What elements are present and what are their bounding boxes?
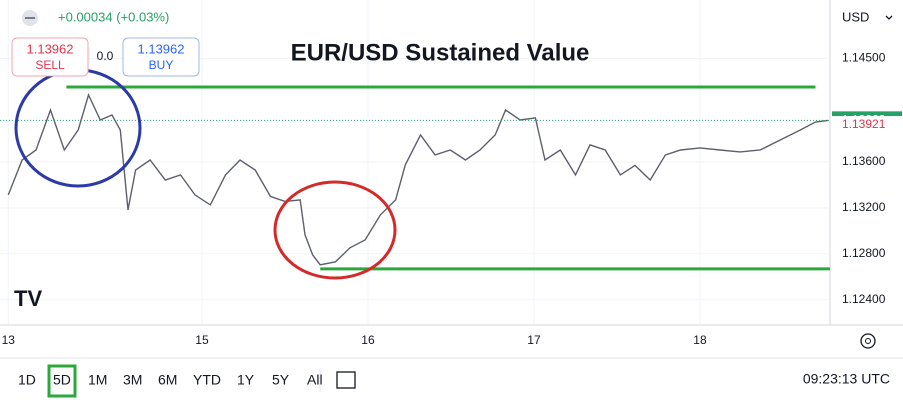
collapse-icon — [25, 17, 35, 19]
red-circle — [273, 180, 397, 280]
range-button[interactable]: 5Y — [272, 372, 290, 388]
sell-label: SELL — [35, 58, 65, 72]
compare-button[interactable] — [336, 371, 356, 389]
plot — [0, 85, 830, 271]
price-line — [7, 93, 828, 266]
spread: 0.0 — [97, 49, 114, 63]
range-button[interactable]: 3M — [123, 372, 142, 388]
range-selected — [47, 364, 77, 398]
y-tick-label: 1.14500 — [842, 51, 886, 65]
range-button[interactable]: 1D — [18, 372, 36, 388]
clock: 09:23:13 UTC — [803, 371, 890, 387]
price-tag — [832, 116, 902, 135]
range-button[interactable]: 6M — [158, 372, 177, 388]
sell-price: 1.13962 — [27, 41, 74, 56]
buy-price: 1.13962 — [138, 41, 185, 56]
settings-button[interactable] — [860, 333, 876, 349]
logo: TV — [14, 286, 42, 311]
price-change: +0.00034 (+0.03%) — [58, 9, 169, 24]
buy-label: BUY — [149, 58, 174, 72]
currency-select[interactable]: USD — [842, 9, 869, 24]
range-button[interactable]: 1Y — [237, 372, 255, 388]
x-tick-label: 18 — [693, 333, 707, 347]
range-button[interactable]: 1M — [88, 372, 107, 388]
y-tick-label: 1.13200 — [842, 200, 886, 214]
buy-button[interactable] — [122, 37, 200, 77]
sell-button[interactable] — [11, 37, 89, 77]
dropdown-arrow — [885, 15, 893, 20]
y-tick-label: 1.12400 — [842, 292, 886, 306]
x-tick-label: 15 — [195, 333, 209, 347]
range-button[interactable]: YTD — [193, 372, 221, 388]
x-tick-label: 13 — [2, 333, 16, 347]
x-tick-label: 17 — [527, 333, 541, 347]
y-tick-label: 1.13600 — [842, 154, 886, 168]
settings-icon — [865, 338, 871, 344]
range-button[interactable]: 5D — [53, 372, 71, 388]
range-button[interactable]: All — [307, 372, 323, 388]
chart-title: EUR/USD Sustained Value — [291, 39, 590, 66]
price-tag-label: 1.13921 — [842, 117, 886, 131]
x-tick-label: 16 — [361, 333, 375, 347]
toolbar: 1D 5D 1M 3M 6M YTD 1Y 5Y All — [18, 364, 323, 398]
y-tick-label: 1.12800 — [842, 246, 886, 260]
